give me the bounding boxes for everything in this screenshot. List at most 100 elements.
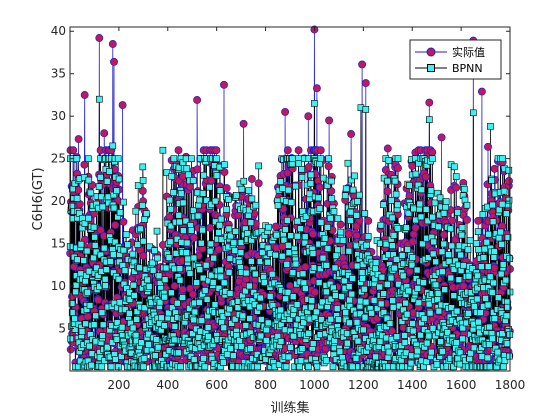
data-point-bpnn xyxy=(490,279,497,287)
data-point-bpnn xyxy=(432,281,440,289)
data-point-actual xyxy=(301,263,310,271)
data-point-bpnn xyxy=(484,301,492,309)
data-point-bpnn xyxy=(444,329,452,336)
data-point-bpnn xyxy=(501,357,509,364)
data-point-bpnn xyxy=(414,284,422,292)
data-point-bpnn xyxy=(453,307,461,315)
data-point-bpnn xyxy=(122,231,130,238)
data-point-bpnn xyxy=(219,313,227,321)
data-point-actual xyxy=(74,135,83,144)
data-point-bpnn xyxy=(153,336,160,344)
x-tick-label: 1400 xyxy=(397,378,428,392)
data-point-bpnn xyxy=(448,242,456,250)
data-point-bpnn xyxy=(351,172,358,180)
data-point-bpnn xyxy=(317,155,325,162)
data-point-bpnn xyxy=(402,299,409,307)
data-point-bpnn xyxy=(337,228,345,236)
data-point-bpnn xyxy=(88,350,96,358)
data-point-bpnn xyxy=(327,177,335,185)
data-point-bpnn xyxy=(420,279,427,286)
data-point-bpnn xyxy=(399,272,407,280)
data-point-bpnn xyxy=(186,270,194,277)
data-point-bpnn xyxy=(162,351,170,358)
x-tick-label: 400 xyxy=(156,378,179,392)
data-point-actual xyxy=(220,80,228,89)
data-point-bpnn xyxy=(488,177,496,184)
data-point-bpnn xyxy=(400,306,407,314)
data-point-actual xyxy=(361,79,370,88)
data-point-bpnn xyxy=(84,288,91,296)
data-point-bpnn xyxy=(278,252,286,260)
data-point-bpnn xyxy=(260,279,268,286)
data-point-bpnn xyxy=(326,214,334,222)
data-point-bpnn xyxy=(405,287,412,295)
data-point-bpnn xyxy=(211,197,219,205)
data-point-bpnn xyxy=(324,245,332,252)
data-point-bpnn xyxy=(505,166,513,174)
data-point-bpnn xyxy=(341,192,349,199)
data-point-bpnn xyxy=(298,345,306,353)
data-point-bpnn xyxy=(289,293,297,300)
data-point-bpnn xyxy=(240,177,248,185)
data-point-bpnn xyxy=(189,330,196,337)
data-point-bpnn xyxy=(289,269,297,277)
y-tick-label: 30 xyxy=(51,109,66,123)
data-point-bpnn xyxy=(339,237,347,244)
data-point-bpnn xyxy=(258,316,265,323)
data-point-bpnn xyxy=(139,163,147,171)
data-point-actual xyxy=(185,182,194,191)
data-point-bpnn xyxy=(409,327,417,335)
data-point-bpnn xyxy=(246,315,253,322)
data-point-bpnn xyxy=(78,328,86,336)
data-point-bpnn xyxy=(199,190,207,197)
data-point-bpnn xyxy=(199,274,207,282)
data-point-actual xyxy=(394,164,402,173)
data-point-bpnn xyxy=(136,264,143,272)
data-point-bpnn xyxy=(232,228,239,235)
data-point-bpnn xyxy=(422,206,430,213)
data-point-bpnn xyxy=(315,279,323,286)
data-point-bpnn xyxy=(373,305,381,312)
data-point-bpnn xyxy=(458,231,466,239)
data-point-bpnn xyxy=(403,224,410,231)
x-tick-label: 1600 xyxy=(446,378,477,392)
data-point-bpnn xyxy=(171,323,179,330)
data-point-bpnn xyxy=(391,177,399,185)
data-point-bpnn xyxy=(424,217,432,225)
data-point-bpnn xyxy=(85,155,92,162)
data-point-bpnn xyxy=(184,255,192,263)
data-point-bpnn xyxy=(342,309,350,316)
data-point-bpnn xyxy=(161,322,168,330)
data-point-bpnn xyxy=(286,315,294,323)
data-point-bpnn xyxy=(364,233,372,240)
data-point-bpnn xyxy=(336,348,344,356)
data-point-actual xyxy=(437,133,446,142)
data-point-bpnn xyxy=(74,256,81,264)
data-point-bpnn xyxy=(309,340,317,348)
data-point-bpnn xyxy=(282,226,289,233)
data-point-bpnn xyxy=(380,201,387,208)
data-point-bpnn xyxy=(216,221,223,229)
data-point-actual xyxy=(100,129,109,138)
data-point-bpnn xyxy=(190,316,197,324)
data-point-bpnn xyxy=(469,109,477,117)
data-point-bpnn xyxy=(387,274,395,282)
data-point-bpnn xyxy=(98,363,106,371)
data-point-bpnn xyxy=(498,241,506,248)
data-point-bpnn xyxy=(429,250,437,258)
x-tick-label: 800 xyxy=(254,378,277,392)
data-point-bpnn xyxy=(474,272,482,280)
data-point-actual xyxy=(310,288,319,297)
data-point-bpnn xyxy=(311,100,318,107)
data-point-bpnn xyxy=(452,173,460,180)
data-point-bpnn xyxy=(377,300,385,308)
data-point-bpnn xyxy=(405,182,413,189)
data-point-bpnn xyxy=(487,123,494,130)
data-point-actual xyxy=(110,57,118,66)
data-point-actual xyxy=(214,245,223,254)
data-point-bpnn xyxy=(298,174,306,181)
data-point-actual xyxy=(222,184,231,193)
data-point-bpnn xyxy=(349,275,356,282)
data-point-actual xyxy=(174,146,183,155)
data-point-bpnn xyxy=(194,212,202,220)
